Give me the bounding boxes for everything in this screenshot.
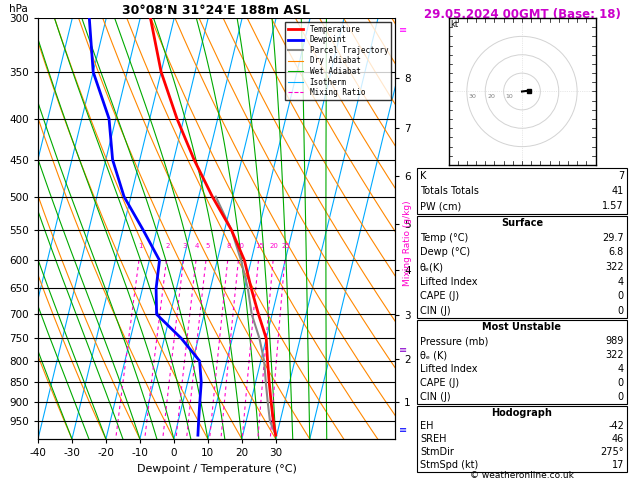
Legend: Temperature, Dewpoint, Parcel Trajectory, Dry Adiabat, Wet Adiabat, Isotherm, Mi: Temperature, Dewpoint, Parcel Trajectory…: [285, 22, 391, 100]
Text: 17: 17: [611, 460, 624, 470]
Bar: [417, 320, 627, 404]
Bar: [417, 216, 627, 318]
Text: Lifted Index: Lifted Index: [420, 364, 477, 374]
Text: 20: 20: [270, 243, 279, 248]
Text: Temp (°C): Temp (°C): [420, 233, 468, 243]
Text: 4: 4: [618, 364, 624, 374]
Text: 20: 20: [487, 94, 495, 99]
Text: 322: 322: [605, 262, 624, 272]
Text: hPa: hPa: [9, 4, 28, 14]
Text: 29.7: 29.7: [603, 233, 624, 243]
Text: θₑ (K): θₑ (K): [420, 350, 447, 360]
Text: 3: 3: [182, 243, 187, 248]
Text: Hodograph: Hodograph: [491, 408, 552, 417]
Text: StmDir: StmDir: [420, 447, 454, 457]
Text: 989: 989: [606, 336, 624, 346]
Bar: [417, 168, 627, 214]
Text: 4: 4: [618, 277, 624, 287]
Text: 29.05.2024 00GMT (Base: 18): 29.05.2024 00GMT (Base: 18): [423, 8, 620, 21]
Text: Dewp (°C): Dewp (°C): [420, 247, 470, 258]
Text: Pressure (mb): Pressure (mb): [420, 336, 488, 346]
Text: 25: 25: [281, 243, 290, 248]
Text: θₑ(K): θₑ(K): [420, 262, 444, 272]
Bar: [417, 406, 627, 472]
Text: 275°: 275°: [601, 447, 624, 457]
Text: 0: 0: [618, 306, 624, 316]
Text: 1.57: 1.57: [603, 201, 624, 211]
Text: © weatheronline.co.uk: © weatheronline.co.uk: [470, 471, 574, 480]
Text: 7: 7: [618, 171, 624, 181]
Text: 8: 8: [226, 243, 231, 248]
Text: SREH: SREH: [420, 434, 447, 444]
Text: PW (cm): PW (cm): [420, 201, 461, 211]
Text: 0: 0: [618, 392, 624, 402]
Text: CIN (J): CIN (J): [420, 392, 450, 402]
Text: CAPE (J): CAPE (J): [420, 291, 459, 301]
Text: 322: 322: [605, 350, 624, 360]
Text: Lifted Index: Lifted Index: [420, 277, 477, 287]
Text: 10: 10: [506, 94, 513, 99]
Text: Mixing Ratio (g/kg): Mixing Ratio (g/kg): [403, 200, 412, 286]
Text: 4: 4: [195, 243, 199, 248]
Y-axis label: km
ASL: km ASL: [418, 218, 437, 239]
Text: -42: -42: [608, 421, 624, 431]
Text: Surface: Surface: [501, 218, 543, 228]
Text: 15: 15: [255, 243, 264, 248]
Text: 6.8: 6.8: [609, 247, 624, 258]
X-axis label: Dewpoint / Temperature (°C): Dewpoint / Temperature (°C): [136, 464, 296, 473]
Text: ≡: ≡: [399, 25, 407, 35]
Text: CIN (J): CIN (J): [420, 306, 450, 316]
Text: Most Unstable: Most Unstable: [482, 322, 562, 332]
Text: StmSpd (kt): StmSpd (kt): [420, 460, 478, 470]
Text: ≡: ≡: [399, 345, 407, 355]
Text: CAPE (J): CAPE (J): [420, 378, 459, 388]
Text: Totals Totals: Totals Totals: [420, 186, 479, 196]
Text: 2: 2: [166, 243, 170, 248]
Text: 0: 0: [618, 291, 624, 301]
Text: 41: 41: [612, 186, 624, 196]
Title: 30°08'N 31°24'E 188m ASL: 30°08'N 31°24'E 188m ASL: [123, 4, 311, 17]
Text: 1: 1: [138, 243, 143, 248]
Text: kt: kt: [450, 20, 459, 29]
Text: EH: EH: [420, 421, 433, 431]
Text: 5: 5: [205, 243, 209, 248]
Text: 0: 0: [618, 378, 624, 388]
Text: 30: 30: [469, 94, 477, 99]
Text: K: K: [420, 171, 426, 181]
Text: 10: 10: [235, 243, 244, 248]
Text: ≡: ≡: [399, 425, 407, 435]
Text: 46: 46: [612, 434, 624, 444]
